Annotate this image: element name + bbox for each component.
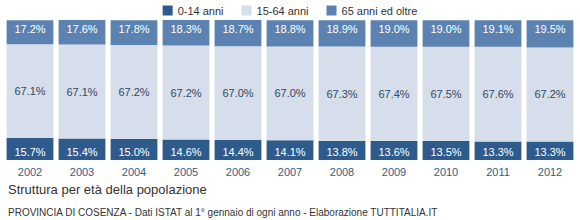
svg-text:2005: 2005 [174,166,198,178]
svg-text:13.3%: 13.3% [482,146,513,158]
svg-text:2004: 2004 [122,166,146,178]
svg-text:2011: 2011 [486,166,510,178]
svg-text:67.5%: 67.5% [430,88,461,100]
svg-text:14.4%: 14.4% [222,146,253,158]
svg-text:14.1%: 14.1% [274,146,305,158]
svg-text:15.4%: 15.4% [66,146,97,158]
svg-text:2003: 2003 [70,166,94,178]
svg-text:13.5%: 13.5% [430,146,461,158]
svg-text:67.6%: 67.6% [482,88,513,100]
svg-text:67.3%: 67.3% [326,88,357,100]
svg-text:2009: 2009 [382,166,406,178]
svg-text:18.7%: 18.7% [222,23,253,35]
svg-text:19.0%: 19.0% [378,23,409,35]
svg-text:2002: 2002 [18,166,42,178]
svg-text:2010: 2010 [434,166,458,178]
svg-text:17.6%: 17.6% [66,23,97,35]
svg-text:18.9%: 18.9% [326,23,357,35]
svg-text:15-64 anni: 15-64 anni [257,5,309,17]
svg-text:15.7%: 15.7% [14,146,45,158]
svg-text:Struttura per età della popola: Struttura per età della popolazione [8,182,207,197]
svg-text:18.3%: 18.3% [170,23,201,35]
svg-text:19.0%: 19.0% [430,23,461,35]
svg-text:67.4%: 67.4% [378,88,409,100]
svg-text:67.0%: 67.0% [222,87,253,99]
svg-text:17.8%: 17.8% [118,23,149,35]
svg-text:17.2%: 17.2% [14,23,45,35]
svg-text:67.2%: 67.2% [170,87,201,99]
svg-text:67.0%: 67.0% [274,87,305,99]
svg-text:2006: 2006 [226,166,250,178]
svg-text:0-14 anni: 0-14 anni [178,5,224,17]
svg-text:65 anni ed oltre: 65 anni ed oltre [342,5,418,17]
svg-text:PROVINCIA DI COSENZA - Dati IS: PROVINCIA DI COSENZA - Dati ISTAT al 1° … [8,207,437,218]
svg-text:13.6%: 13.6% [378,146,409,158]
svg-text:67.1%: 67.1% [66,86,97,98]
svg-text:2007: 2007 [278,166,302,178]
svg-text:2012: 2012 [538,166,562,178]
svg-text:67.2%: 67.2% [534,88,565,100]
svg-text:2008: 2008 [330,166,354,178]
svg-text:13.8%: 13.8% [326,146,357,158]
svg-text:19.5%: 19.5% [534,23,565,35]
svg-text:13.3%: 13.3% [534,146,565,158]
svg-text:15.0%: 15.0% [118,146,149,158]
svg-text:67.2%: 67.2% [118,86,149,98]
svg-text:67.1%: 67.1% [14,85,45,97]
svg-text:18.8%: 18.8% [274,23,305,35]
svg-text:19.1%: 19.1% [482,23,513,35]
svg-text:14.6%: 14.6% [170,146,201,158]
